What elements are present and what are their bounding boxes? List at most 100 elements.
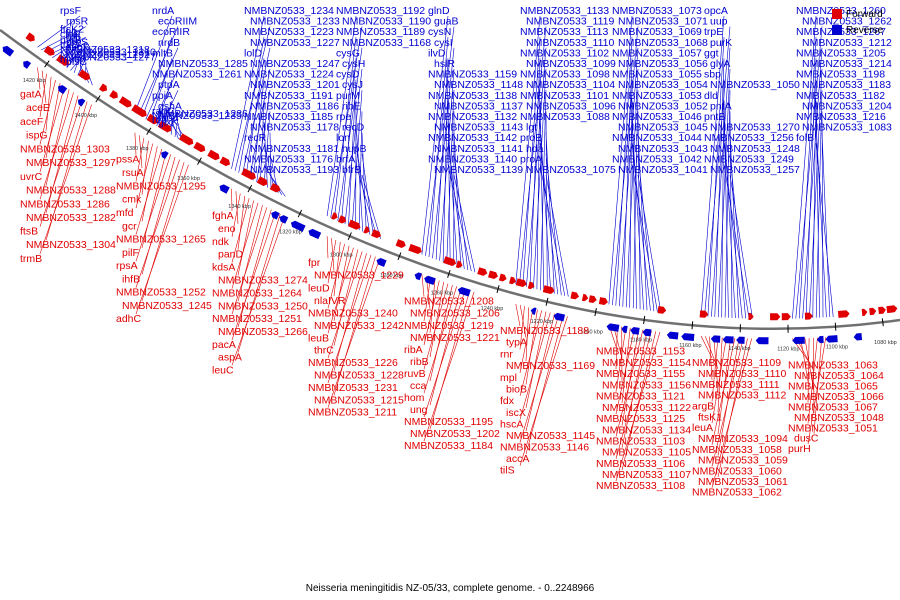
reverse-gene: [279, 215, 289, 224]
forward-gene-label: NMBNZ0533_1112: [698, 390, 786, 402]
reverse-connector: [729, 132, 740, 319]
reverse-connector: [529, 58, 541, 288]
reverse-gene-label: NMBNZ0533_1310: [66, 46, 156, 58]
forward-gene: [256, 176, 268, 187]
reverse-gene-label: rplI: [66, 31, 81, 43]
reverse-gene-label: NMBNZ0533_1050: [710, 79, 800, 91]
gene-labels: rpsFrpsRftsK2tigclpPrplIuvrBproStrxBsuhB…: [20, 5, 892, 499]
forward-connector: [615, 329, 644, 437]
forward-connector: [327, 247, 354, 334]
forward-connector: [525, 315, 564, 455]
reverse-gene-label: NMBNZ0533_1189: [336, 26, 425, 38]
reverse-gene-label: NMBNZ0533_1159: [428, 69, 517, 81]
reverse-gene-label: recR: [244, 132, 267, 144]
reverse-gene-label: res: [152, 114, 167, 126]
forward-gene-label: NMBNZ0533_1250: [218, 300, 308, 312]
reverse-gene-label: cysI: [434, 37, 453, 49]
forward-gene: [207, 149, 220, 161]
forward-gene-label: NMBNZ0533_1103: [596, 436, 685, 448]
reverse-connector: [141, 37, 173, 118]
reverse-connector: [798, 37, 817, 319]
forward-gene: [241, 168, 256, 180]
forward-gene-label: cca: [410, 380, 427, 392]
reverse-gene: [424, 275, 436, 286]
reverse-gene-label: NMBNZ0533_1318: [60, 44, 150, 56]
forward-gene-label: pssA: [116, 154, 139, 166]
forward-gene-label: NMBNZ0533_1229: [314, 270, 404, 282]
tick-label: 1200 kbp: [580, 330, 603, 336]
reverse-gene-label: cysN: [428, 26, 451, 38]
legend: Forward Reverse: [832, 6, 894, 38]
reverse-connector: [629, 79, 633, 308]
forward-gene-label: bioB: [506, 384, 527, 396]
forward-gene-label: NMBNZ0533_1286: [20, 198, 110, 210]
forward-swatch: [832, 9, 842, 19]
reverse-gene-label: NMBNZ0533_1204: [802, 100, 892, 112]
reverse-gene-label: NMBNZ0533_1227: [250, 37, 340, 49]
reverse-connector: [724, 90, 731, 318]
reverse-connector: [637, 132, 648, 311]
forward-connector: [711, 338, 752, 488]
forward-gene-label: leuD: [308, 282, 330, 294]
forward-gene-label: NMBNZ0533_1067: [788, 402, 878, 414]
reverse-connector: [815, 121, 827, 318]
forward-connector: [519, 308, 534, 373]
reverse-connector: [619, 47, 639, 307]
forward-gene-label: NMBNZ0533_1153: [596, 345, 685, 357]
reverse-gene-label: NMBNZ0533_1262: [802, 16, 892, 28]
reverse-connector: [421, 15, 449, 255]
forward-connector: [423, 280, 440, 346]
reverse-connector: [536, 79, 541, 290]
forward-gene-label: NMBNZ0533_1297: [26, 157, 116, 169]
reverse-gene-label: NMBNZ0533_1198: [796, 69, 885, 81]
forward-gene: [157, 120, 172, 133]
forward-gene-label: thrC: [314, 345, 334, 357]
reverse-connector: [263, 143, 275, 192]
reverse-gene-label: ggt: [704, 47, 719, 59]
forward-gene: [781, 313, 791, 321]
forward-gene-label: NMBNZ0533_1134: [602, 424, 691, 436]
reverse-gene-label: NMBNZ0533_1068: [618, 37, 708, 49]
forward-gene-label: NMBNZ0533_1184: [404, 440, 493, 452]
forward-gene-label: ftsK1: [698, 411, 722, 423]
forward-gene: [748, 312, 754, 320]
forward-connector: [421, 274, 425, 297]
forward-gene-label: ruvB: [404, 368, 426, 380]
forward-connector: [621, 330, 648, 448]
forward-gene: [509, 276, 517, 285]
reverse-connector: [361, 174, 381, 239]
reverse-gene: [642, 328, 652, 337]
forward-gene: [861, 308, 868, 316]
tick-mark: [247, 184, 253, 193]
forward-connector: [807, 338, 810, 403]
reverse-gene-label: NMBNZ0533_1045: [618, 122, 708, 134]
legend-reverse-label: Reverse: [846, 24, 884, 36]
forward-connector: [711, 337, 727, 424]
forward-gene-label: NMBNZ0533_1202: [410, 428, 500, 440]
forward-gene-label: NMBNZ0533_1145: [506, 430, 595, 442]
reverse-gene-label: ilvD: [428, 47, 446, 59]
reverse-connector: [447, 143, 465, 269]
reverse-gene: [376, 258, 387, 267]
reverse-connector: [723, 121, 736, 319]
reverse-connector: [238, 37, 265, 173]
reverse-gene-label: NMBNZ0533_1104: [526, 79, 615, 91]
forward-connector: [711, 337, 736, 445]
reverse-gene-label: NMBNZ0533_1043: [618, 143, 708, 155]
forward-gene-label: NMBNZ0533_1226: [308, 357, 398, 369]
reverse-connector: [539, 121, 552, 293]
reverse-connector: [615, 37, 633, 306]
forward-gene-label: NMBNZ0533_1208: [404, 296, 494, 308]
forward-gene-label: NMBNZ0533_1264: [212, 287, 302, 299]
forward-gene-label: NMBNZ0533_1107: [602, 469, 691, 481]
tick-label: 1260 kbp: [431, 291, 454, 297]
forward-connector: [333, 249, 359, 346]
reverse-gene-label: ecoRIIM: [158, 16, 197, 28]
reverse-gene-label: NMBNZ0533_1055: [612, 69, 702, 81]
reverse-connector: [41, 26, 87, 51]
forward-gene: [330, 212, 338, 220]
forward-gene-label: NMBNZ0533_1240: [308, 307, 398, 319]
forward-connector: [333, 256, 376, 396]
forward-gene-label: NMBNZ0533_1110: [698, 368, 786, 380]
forward-connector: [135, 164, 189, 315]
